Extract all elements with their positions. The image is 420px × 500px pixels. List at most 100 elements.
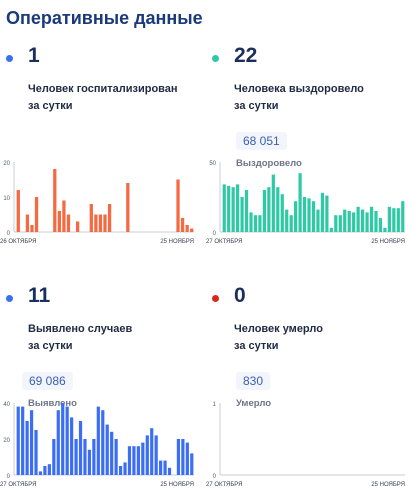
bar xyxy=(65,406,69,475)
bar xyxy=(114,439,118,475)
bar xyxy=(262,190,267,232)
bar xyxy=(369,206,374,232)
bar xyxy=(378,218,383,232)
deaths-total: 830 xyxy=(236,372,271,390)
bar xyxy=(222,184,226,232)
bar xyxy=(176,179,180,232)
detected-description: Выявлено случаев за сутки xyxy=(28,321,208,355)
bar xyxy=(396,208,400,232)
bar xyxy=(365,212,369,232)
bar xyxy=(352,212,356,232)
card-hospitalized: 1 Человек госпитализирован за сутки xyxy=(6,40,211,240)
x-label-start: 27 ОКТЯБРЯ xyxy=(0,482,37,488)
bar xyxy=(180,218,185,232)
bar xyxy=(244,190,249,232)
hospitalized-value: 1 xyxy=(28,44,40,67)
bar xyxy=(285,209,289,232)
bar xyxy=(347,211,351,232)
page-title: Оперативные данные xyxy=(6,8,203,28)
bar xyxy=(338,215,342,232)
bar xyxy=(57,211,62,232)
bar xyxy=(53,169,57,232)
description-line: за сутки xyxy=(28,340,73,352)
bar xyxy=(98,214,103,232)
y-tick-label: 20 xyxy=(3,161,10,167)
bar xyxy=(62,200,66,232)
bar xyxy=(325,195,329,232)
bar xyxy=(43,466,47,475)
bar xyxy=(34,430,38,475)
recovered-chart: 50 0 27 ОКТЯБРЯ 25 НОЯБРЯ xyxy=(206,161,405,245)
y-tick-label: 0 xyxy=(213,474,217,480)
bar xyxy=(302,197,307,232)
bar xyxy=(21,406,25,475)
bar xyxy=(289,215,293,232)
bar xyxy=(154,435,158,475)
bar xyxy=(176,439,181,475)
bar xyxy=(136,446,140,475)
hospitalized-chart: 20 10 0 26 ОКТЯБРЯ 25 НОЯБРЯ xyxy=(0,161,194,245)
bar xyxy=(320,192,325,232)
bar xyxy=(29,410,34,475)
x-label-start: 26 ОКТЯБРЯ xyxy=(0,239,37,245)
bar xyxy=(159,460,163,475)
deaths-value: 0 xyxy=(234,284,246,307)
bar xyxy=(185,225,189,232)
bar xyxy=(253,215,258,232)
bar xyxy=(374,211,378,232)
bar xyxy=(316,209,320,232)
status-dot xyxy=(6,295,13,302)
bar xyxy=(343,209,347,232)
bar xyxy=(383,227,387,232)
bar xyxy=(127,446,132,475)
bar xyxy=(267,187,271,232)
detected-total-label: Выявлено xyxy=(28,398,77,409)
bar xyxy=(249,212,253,232)
card-deaths: 0 Человек умерло за сутки 830 Умерло xyxy=(212,280,417,480)
bar xyxy=(227,185,231,232)
bar xyxy=(118,466,123,475)
bar xyxy=(298,173,302,232)
bar xyxy=(83,439,87,475)
detected-chart: 40 20 0 27 ОКТЯБРЯ 25 НОЯБРЯ xyxy=(0,402,194,488)
deaths-chart: 1 0 27 ОКТЯБРЯ 25 НОЯБРЯ xyxy=(206,402,405,488)
status-dot xyxy=(6,55,13,62)
bar xyxy=(123,462,127,475)
recovered-description: Человека выздоровело за сутки xyxy=(234,81,414,115)
y-tick-label: 20 xyxy=(3,438,10,444)
bar xyxy=(401,201,405,232)
detected-value: 11 xyxy=(28,284,51,307)
bar xyxy=(271,174,275,232)
bar xyxy=(392,208,396,232)
bar xyxy=(78,421,83,475)
bar xyxy=(75,221,80,232)
y-tick-label: 0 xyxy=(213,231,217,237)
bar xyxy=(94,214,98,232)
bar xyxy=(25,214,30,232)
deaths-total-label: Умерло xyxy=(236,398,272,409)
bar xyxy=(236,184,240,232)
bar xyxy=(329,227,333,232)
bar xyxy=(163,460,167,475)
bar xyxy=(240,197,244,232)
description-line: за сутки xyxy=(28,100,73,112)
bar xyxy=(89,204,93,232)
bar xyxy=(294,201,298,232)
y-tick-label: 40 xyxy=(3,402,10,408)
bar xyxy=(356,206,360,232)
bar xyxy=(387,206,391,232)
bar xyxy=(105,424,109,475)
description-line: Выявлено случаев xyxy=(28,323,133,335)
y-tick-label: 0 xyxy=(7,231,11,237)
card-recovered: 22 Человека выздоровело за сутки 68 051 … xyxy=(212,40,417,240)
bar xyxy=(231,187,235,232)
bar xyxy=(132,446,136,475)
bar xyxy=(307,198,311,232)
description-line: Человек госпитализирован xyxy=(28,83,178,95)
y-tick-label: 10 xyxy=(3,196,10,202)
bar xyxy=(38,471,43,475)
bar xyxy=(280,194,284,232)
hospitalized-description: Человек госпитализирован за сутки xyxy=(28,81,208,115)
bar xyxy=(66,214,71,232)
bar xyxy=(56,410,60,475)
